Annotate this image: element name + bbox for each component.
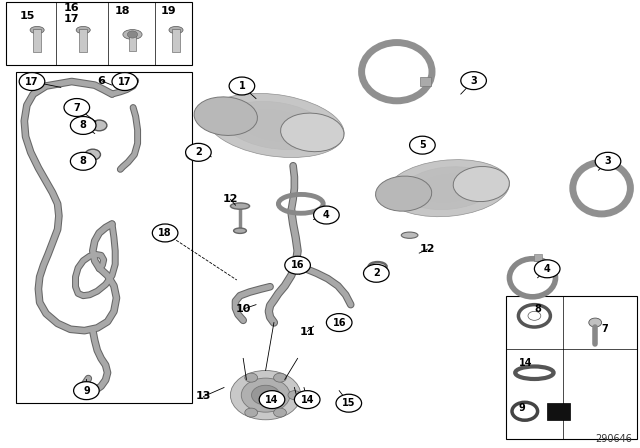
Circle shape [294,391,320,409]
Circle shape [244,373,258,382]
Polygon shape [547,403,570,420]
Text: 3: 3 [470,76,477,86]
Text: 19: 19 [161,6,176,16]
Circle shape [410,136,435,154]
Text: 14: 14 [300,395,314,405]
FancyBboxPatch shape [604,153,613,162]
Text: 17: 17 [64,14,79,24]
FancyBboxPatch shape [33,29,41,52]
Circle shape [336,394,362,412]
Text: 11: 11 [300,327,315,336]
Circle shape [534,260,560,278]
FancyBboxPatch shape [79,29,87,52]
Text: 5: 5 [419,140,426,150]
FancyBboxPatch shape [16,72,192,403]
Circle shape [595,152,621,170]
FancyBboxPatch shape [172,29,180,52]
Circle shape [314,206,339,224]
Text: 8: 8 [534,304,541,314]
Text: 290646: 290646 [595,435,632,444]
Ellipse shape [206,93,344,158]
Text: 10: 10 [236,304,251,314]
Ellipse shape [402,167,494,210]
Text: 16: 16 [291,260,305,270]
Ellipse shape [123,30,142,39]
Circle shape [528,311,541,320]
Ellipse shape [376,176,432,211]
Circle shape [274,408,287,417]
Circle shape [127,31,138,38]
Ellipse shape [453,167,509,202]
Ellipse shape [76,26,90,34]
Circle shape [326,314,352,332]
Text: 16: 16 [64,3,79,13]
Circle shape [285,256,310,274]
Circle shape [241,378,290,412]
Circle shape [288,391,301,400]
Ellipse shape [223,101,327,150]
FancyBboxPatch shape [6,2,192,65]
Text: 15: 15 [19,11,35,21]
Text: 6: 6 [97,76,105,86]
Circle shape [230,370,301,420]
Circle shape [259,391,285,409]
Text: 13: 13 [196,392,211,401]
Circle shape [252,385,280,405]
Circle shape [589,318,602,327]
Text: 7: 7 [74,103,80,112]
Text: 1: 1 [239,81,245,91]
Circle shape [112,73,138,90]
Circle shape [64,99,90,116]
Ellipse shape [280,113,344,152]
Text: 4: 4 [544,264,550,274]
Ellipse shape [417,174,479,202]
Ellipse shape [234,228,246,233]
Text: 9: 9 [83,386,90,396]
Circle shape [85,149,100,160]
Text: 18: 18 [115,6,131,16]
Ellipse shape [194,97,257,135]
Ellipse shape [387,159,509,217]
Circle shape [461,72,486,90]
Text: 15: 15 [342,398,356,408]
Circle shape [186,143,211,161]
Text: 8: 8 [80,121,86,130]
Ellipse shape [241,109,310,142]
Ellipse shape [230,203,250,209]
Ellipse shape [401,232,418,238]
Ellipse shape [30,26,44,34]
Text: 14: 14 [519,358,533,368]
Text: 18: 18 [158,228,172,238]
Circle shape [274,373,287,382]
Circle shape [70,116,96,134]
Text: 9: 9 [519,403,525,413]
Circle shape [19,73,45,90]
Text: 12: 12 [420,244,435,254]
FancyBboxPatch shape [534,254,542,261]
Ellipse shape [169,26,183,34]
Circle shape [74,382,99,400]
Circle shape [152,224,178,242]
Circle shape [70,152,96,170]
Circle shape [364,264,389,282]
Text: 4: 4 [323,210,330,220]
Text: 2: 2 [195,147,202,157]
Text: 14: 14 [265,395,279,405]
Text: 8: 8 [80,156,86,166]
Text: 2: 2 [373,268,380,278]
Text: 16: 16 [332,318,346,327]
Circle shape [92,120,107,131]
Circle shape [244,408,257,417]
Text: 17: 17 [25,77,39,86]
Circle shape [229,77,255,95]
FancyBboxPatch shape [506,296,637,439]
FancyBboxPatch shape [420,77,431,86]
FancyBboxPatch shape [129,34,136,51]
Text: 17: 17 [118,77,132,86]
Text: 12: 12 [223,194,238,204]
Text: 7: 7 [602,324,608,334]
Text: 3: 3 [605,156,611,166]
